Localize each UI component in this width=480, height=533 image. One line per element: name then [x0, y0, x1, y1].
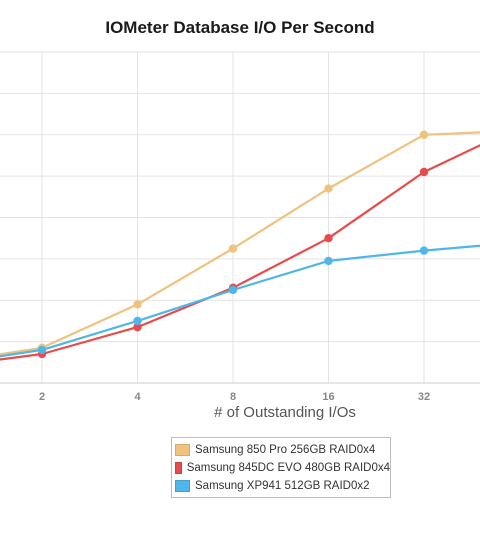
x-tick-label: 2: [39, 391, 45, 403]
x-tick-labels: 2 4 8 16 32: [39, 391, 430, 403]
data-point: [324, 256, 333, 266]
data-point: [419, 130, 429, 139]
legend-item: Samsung 845DC EVO 480GB RAID0x4: [172, 459, 390, 477]
x-axis-title: # of Outstanding I/Os: [214, 404, 356, 421]
legend-label: Samsung 850 Pro 256GB RAID0x4: [195, 444, 376, 456]
series-lines: [0, 131, 480, 361]
legend-item: Samsung XP941 512GB RAID0x2: [172, 477, 390, 495]
data-point: [133, 300, 142, 309]
x-tick-label: 32: [418, 391, 430, 403]
x-tick-label: 16: [322, 391, 334, 403]
x-tick-label: 4: [134, 391, 141, 403]
legend: Samsung 850 Pro 256GB RAID0x4 Samsung 84…: [171, 437, 391, 498]
legend-label: Samsung 845DC EVO 480GB RAID0x4: [186, 462, 390, 474]
legend-swatch: [175, 462, 182, 474]
legend-item: Samsung 850 Pro 256GB RAID0x4: [172, 441, 390, 459]
x-tick-label: 8: [230, 391, 236, 403]
legend-swatch: [175, 444, 190, 456]
series-line: [0, 144, 480, 361]
legend-swatch: [175, 480, 190, 492]
data-point: [419, 167, 429, 177]
legend-label: Samsung XP941 512GB RAID0x2: [195, 480, 370, 492]
data-point: [228, 285, 238, 295]
data-point: [324, 233, 333, 243]
data-point: [133, 316, 142, 326]
series-line: [0, 131, 480, 356]
data-point: [324, 184, 333, 193]
chart-title: IOMeter Database I/O Per Second: [105, 18, 375, 37]
data-point: [228, 244, 238, 253]
data-point: [419, 246, 429, 255]
grid-lines: [0, 51, 480, 384]
data-point: [37, 345, 47, 355]
data-point: [133, 322, 142, 332]
series-points: [37, 130, 429, 359]
